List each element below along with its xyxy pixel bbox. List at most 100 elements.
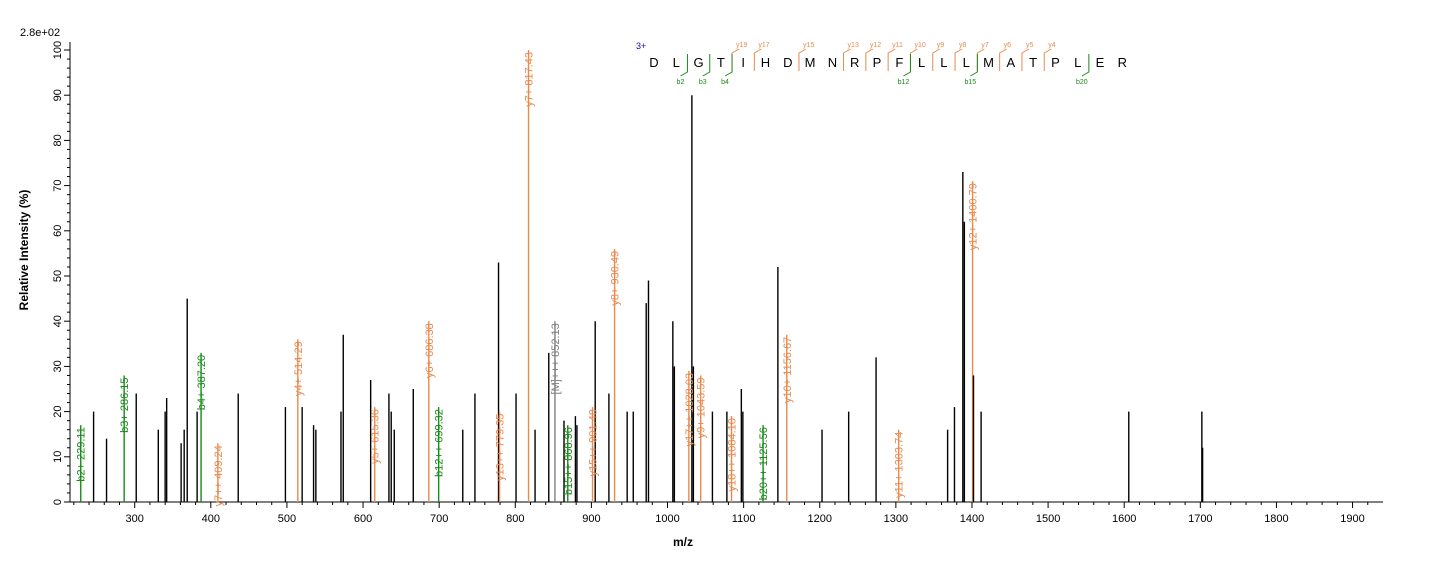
sequence-residue: H <box>761 55 770 70</box>
b-ion-bracket <box>680 54 688 77</box>
sequence-residue: L <box>673 55 680 70</box>
y-ion-label: y8 <box>959 42 967 49</box>
sequence-residue: N <box>828 55 837 70</box>
y-ion-label: y19 <box>736 42 747 49</box>
y-tick-label: 70 <box>52 179 64 191</box>
intensity-scale-label: 2.8e+02 <box>20 27 60 39</box>
peak-label-group: b2+ 229.11 b3+ 286.15 b4+ 387.20 y7++ 409.2… <box>76 52 980 506</box>
sequence-residue: L <box>963 55 970 70</box>
sequence-residue: E <box>1096 55 1105 70</box>
y-axis-title: Relative Intensity (%) <box>17 190 31 311</box>
x-tick-label: 300 <box>126 513 144 525</box>
y-tick-label: 90 <box>52 89 64 101</box>
sequence-residue: G <box>694 55 704 70</box>
b-ion-label: b2 <box>677 79 685 86</box>
b-ion-bracket <box>724 54 733 77</box>
y-tick-label: 40 <box>52 315 64 327</box>
y-ion-bracket <box>954 48 963 71</box>
y-ion-label: y12 <box>870 42 881 49</box>
b-ion-bracket <box>970 54 978 77</box>
b-ion-label: b12 <box>898 79 910 86</box>
peak-label: b3+ 286.15 <box>119 377 131 432</box>
x-axis-title: m/z <box>673 535 693 549</box>
y-ion-label: y9 <box>937 42 945 49</box>
y-ion-bracket <box>887 48 896 71</box>
peak-label: y11+ 1303.74 <box>894 432 906 498</box>
y-tick-label: 100 <box>52 41 64 59</box>
sequence-residue: T <box>1029 55 1037 70</box>
sequence-residue: M <box>983 55 994 70</box>
x-tick-label: 600 <box>354 513 372 525</box>
sequence-residue: R <box>850 55 859 70</box>
y-tick-label: 50 <box>52 270 64 282</box>
b-ion-label: b15 <box>965 79 977 86</box>
peak-label: y7+ 817.43 <box>524 52 536 107</box>
x-tick-label: 1300 <box>884 513 908 525</box>
b-ion-bracket <box>702 54 711 77</box>
peak-label: y12+ 1400.79 <box>968 183 980 250</box>
y-ion-bracket <box>753 48 762 71</box>
y-tick-label: 10 <box>52 451 64 463</box>
charge-state-label: 3+ <box>636 41 646 51</box>
sequence-residue: D <box>783 55 792 70</box>
peak-label: b4+ 387.20 <box>196 355 208 410</box>
y-tick-label: 30 <box>52 360 64 372</box>
peak-label: y5+ 615.36 <box>370 409 382 464</box>
peak-label: b15++ 868.96 <box>563 427 575 495</box>
y-ion-label: y15 <box>803 42 814 49</box>
x-tick-label: 1900 <box>1340 513 1364 525</box>
x-tick-label: 1200 <box>807 513 831 525</box>
peak-label: y8+ 930.49 <box>610 251 622 306</box>
y-ion-label: y5 <box>1026 42 1034 49</box>
b-ion-label: b4 <box>721 79 729 86</box>
y-ion-bracket <box>843 48 851 71</box>
peak-label: y18++ 1084.10 <box>727 418 739 491</box>
sequence-residue: F <box>895 55 903 70</box>
y-ion-bracket <box>1021 48 1030 71</box>
sequence-residue: T <box>717 55 725 70</box>
x-tick-label: 1800 <box>1264 513 1288 525</box>
peak-label: y7++ 409.24 <box>213 445 225 506</box>
sequence-residue: L <box>1074 55 1081 70</box>
x-tick-label: 700 <box>430 513 448 525</box>
sequence-residue: M <box>805 55 816 70</box>
peak-label: [M]+++ 852.13 <box>550 323 562 394</box>
peak-label: y10+ 1156.67 <box>782 337 794 403</box>
y-ion-label: y17 <box>758 42 769 49</box>
sequence-residue: P <box>1051 55 1060 70</box>
x-tick-label: 1700 <box>1188 513 1212 525</box>
y-ion-label: y13 <box>848 42 859 49</box>
x-tick-label: 800 <box>506 513 524 525</box>
y-ion-bracket <box>798 48 807 71</box>
y-ion-bracket <box>932 48 940 71</box>
peak-label: y15++ 901.48 <box>588 409 600 476</box>
x-tick-label: 1400 <box>960 513 984 525</box>
x-tick-label: 400 <box>202 513 220 525</box>
y-tick-label: 20 <box>52 405 64 417</box>
x-tick-label: 900 <box>582 513 600 525</box>
x-tick-label: 1000 <box>655 513 679 525</box>
peak-series <box>80 50 1204 502</box>
y-ion-bracket <box>999 48 1007 71</box>
sequence-residue: D <box>649 55 658 70</box>
x-tick-label: 1500 <box>1036 513 1060 525</box>
b-ion-label: b3 <box>699 79 707 86</box>
y-ion-bracket <box>865 48 874 71</box>
y-ion-label: y10 <box>914 42 925 49</box>
y-ion-bracket <box>731 48 740 71</box>
peak-label: b2+ 229.11 <box>76 427 88 482</box>
x-tick-label: 500 <box>278 513 296 525</box>
peak-label: y17++ 1028.03 <box>684 373 696 446</box>
y-ion-label: y11 <box>892 42 903 49</box>
peak-label: y9+ 1043.59 <box>696 377 708 438</box>
sequence-residue: L <box>918 55 925 70</box>
y-axis: 0 10 20 30 40 50 60 70 80 90 100 <box>52 41 71 505</box>
peak-label: y4+ 514.29 <box>293 341 305 396</box>
y-tick-label: 0 <box>52 499 64 505</box>
x-axis: 300 400 500 600 700 800 900 1000 1100 1200 1300 140… <box>70 501 1383 525</box>
y-ion-label: y4 <box>1048 42 1056 49</box>
peak-label: b12++ 699.32 <box>434 409 446 477</box>
y-ion-label: y7 <box>981 42 989 49</box>
